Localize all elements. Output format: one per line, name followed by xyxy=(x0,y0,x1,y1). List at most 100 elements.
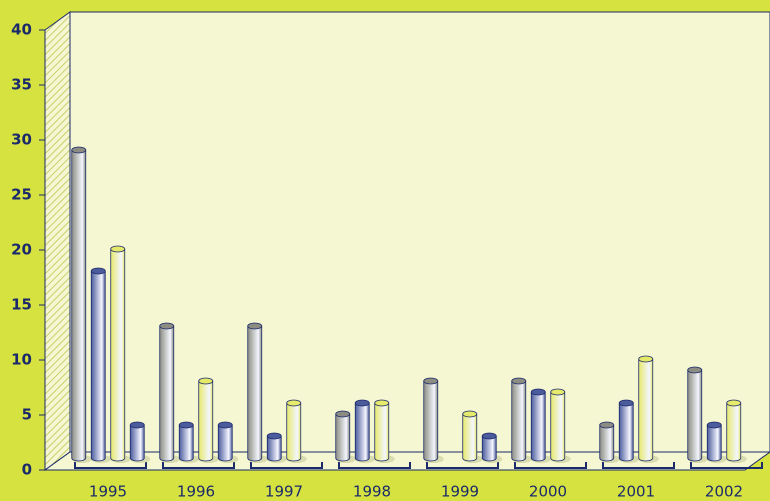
bar xyxy=(550,388,571,463)
bar xyxy=(726,399,747,463)
side-wall xyxy=(44,11,71,471)
y-tick-label: 15 xyxy=(11,296,32,314)
category-bracket xyxy=(602,462,675,469)
bar-top xyxy=(90,267,106,275)
bar xyxy=(110,245,131,463)
bar-top xyxy=(550,388,566,396)
bar-body xyxy=(511,380,527,462)
back-wall xyxy=(69,11,770,453)
x-tick-label: 1997 xyxy=(265,483,303,501)
x-tick-label: 1999 xyxy=(441,483,479,501)
bar-top xyxy=(198,377,214,385)
bar-top xyxy=(266,432,282,440)
bar-top xyxy=(354,399,370,407)
bar xyxy=(159,322,180,463)
category-bracket xyxy=(162,462,235,469)
bar-body xyxy=(354,402,370,462)
y-tick-label: 10 xyxy=(11,351,32,369)
y-tick-label: 35 xyxy=(11,76,32,94)
bar xyxy=(462,410,483,463)
bar xyxy=(530,388,552,463)
bar-top xyxy=(599,421,615,429)
bar-body xyxy=(687,369,703,462)
bar-top xyxy=(71,146,87,154)
bar xyxy=(71,146,92,463)
x-tick-label: 1998 xyxy=(353,483,391,501)
bar-top xyxy=(481,432,497,440)
y-tick-label: 25 xyxy=(11,186,32,204)
bar-top xyxy=(462,410,478,418)
category-bracket xyxy=(514,462,587,469)
bar-top xyxy=(217,421,233,429)
bar xyxy=(706,421,728,463)
bar xyxy=(687,366,708,463)
bar-top xyxy=(511,377,527,385)
bar xyxy=(247,322,268,463)
bar-top xyxy=(286,399,302,407)
bar-body xyxy=(71,149,87,462)
bar xyxy=(266,432,288,463)
bar xyxy=(599,421,620,463)
bar-body xyxy=(423,380,439,462)
bar-body xyxy=(198,380,214,462)
bar-body xyxy=(530,391,546,462)
bar-top xyxy=(335,410,351,418)
bar-top xyxy=(374,399,390,407)
bar xyxy=(511,377,532,463)
bar-body xyxy=(599,424,615,462)
bar-body xyxy=(129,424,145,462)
bar xyxy=(198,377,219,463)
bar-top xyxy=(530,388,546,396)
x-tick-label: 2001 xyxy=(617,483,655,501)
y-tick-label: 20 xyxy=(11,241,32,259)
bar xyxy=(638,355,659,463)
bar-body xyxy=(247,325,263,462)
bar-top xyxy=(178,421,194,429)
x-tick-label: 1996 xyxy=(177,483,215,501)
category-bracket xyxy=(426,462,499,469)
bar-body xyxy=(159,325,175,462)
bar xyxy=(217,421,239,463)
bar-body xyxy=(462,413,478,462)
y-tick-label: 40 xyxy=(11,21,32,39)
bar-top xyxy=(706,421,722,429)
bar-top xyxy=(129,421,145,429)
bar-body xyxy=(374,402,390,462)
bar-body xyxy=(335,413,351,462)
x-tick-label: 1995 xyxy=(89,483,127,501)
bar xyxy=(423,377,444,463)
bar-body xyxy=(726,402,742,462)
x-tick-label: 2000 xyxy=(529,483,567,501)
y-tick-label: 5 xyxy=(22,406,32,424)
bar xyxy=(90,267,112,463)
bar-body xyxy=(706,424,722,462)
bar-body xyxy=(618,402,634,462)
bar-body xyxy=(638,358,654,462)
bar xyxy=(618,399,640,463)
bar xyxy=(129,421,151,463)
bar xyxy=(178,421,200,463)
bar xyxy=(481,432,503,463)
bar-body xyxy=(217,424,233,462)
bar-top xyxy=(726,399,742,407)
bar-body xyxy=(550,391,566,462)
bar-body xyxy=(110,248,126,462)
bar xyxy=(286,399,307,463)
category-bracket xyxy=(250,462,323,469)
y-tick-label: 30 xyxy=(11,131,32,149)
category-bracket xyxy=(74,462,147,469)
bar-body xyxy=(286,402,302,462)
bar-top xyxy=(687,366,703,374)
bar-body xyxy=(178,424,194,462)
x-tick-label: 2002 xyxy=(705,483,743,501)
bar-top xyxy=(638,355,654,363)
bar xyxy=(374,399,395,463)
bar-top xyxy=(247,322,263,330)
bar xyxy=(335,410,356,463)
bar-top xyxy=(423,377,439,385)
category-bracket xyxy=(690,462,763,469)
bar-body xyxy=(481,435,497,462)
bar-top xyxy=(110,245,126,253)
